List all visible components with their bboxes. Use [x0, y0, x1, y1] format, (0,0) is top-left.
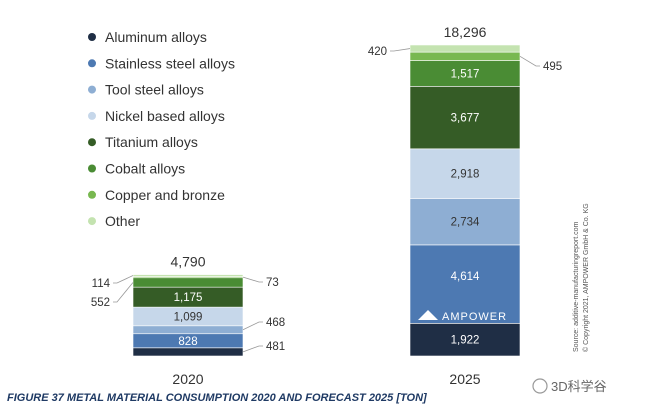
- callout-line-2020-other: [113, 275, 134, 284]
- watermark: 3D科学谷: [532, 378, 607, 394]
- total-label-2020: 4,790: [170, 254, 205, 270]
- callout-line-2025-other: [390, 48, 411, 52]
- value-label-2025-cobalt-alloys: 1,517: [451, 68, 480, 80]
- legend-marker-other: [88, 217, 96, 226]
- value-label-2020-titanium-alloys: 1,175: [174, 292, 203, 304]
- ampower-logo-icon: [418, 310, 438, 320]
- value-label-2025-stainless-steel-alloys: 4,614: [451, 271, 480, 283]
- watermark-icon: [532, 378, 548, 394]
- total-label-2025: 18,296: [444, 24, 487, 40]
- legend-marker-aluminum-alloys: [88, 33, 96, 41]
- value-label-2020-aluminum-alloys: 481: [266, 341, 285, 353]
- legend-label-tool-steel-alloys: Tool steel alloys: [105, 82, 204, 98]
- callout-line-2020-aluminum-alloys: [242, 345, 263, 353]
- copyright-note: © Copyright 2021, AMPOWER GmbH & Co. KG: [582, 203, 590, 352]
- labels: 2020 4,790 481 828 468 1,099 1,175 552 73 114 2025…: [91, 24, 562, 387]
- watermark-text: 3D科学谷: [551, 379, 607, 394]
- legend: Aluminum alloys Stainless steel alloys Too…: [88, 29, 235, 229]
- bar-segment-2025-titanium-alloys: [409, 86, 521, 150]
- bar-segment-2020-other: [132, 274, 244, 277]
- legend-marker-stainless-steel-alloys: [88, 59, 96, 68]
- value-label-2020-other: 114: [92, 278, 111, 290]
- figure-caption: FIGURE 37 METAL MATERIAL CONSUMPTION 202…: [7, 392, 427, 404]
- bars: [132, 44, 521, 357]
- legend-label-stainless-steel-alloys: Stainless steel alloys: [105, 55, 235, 71]
- bar-segment-2025-nickel-based-alloys: [409, 148, 521, 199]
- source-note: Source: additive-manufacturingreport.com: [573, 221, 580, 352]
- bar-segment-2025-other: [409, 44, 521, 53]
- callout-line-2020-cobalt-alloys: [113, 282, 134, 303]
- callout-line-2025-copper-and-bronze: [519, 55, 540, 67]
- legend-label-copper-and-bronze: Copper and bronze: [105, 187, 225, 203]
- value-label-2020-cobalt-alloys: 552: [91, 297, 110, 309]
- value-label-2025-copper-and-bronze: 495: [543, 61, 562, 73]
- bar-segment-2025-cobalt-alloys: [409, 60, 521, 87]
- legend-label-aluminum-alloys: Aluminum alloys: [105, 29, 207, 45]
- bar-segment-2020-tool-steel-alloys: [132, 325, 244, 335]
- value-label-2020-nickel-based-alloys: 1,099: [174, 311, 203, 323]
- legend-label-cobalt-alloys: Cobalt alloys: [105, 161, 185, 177]
- callout-line-2020-copper-and-bronze: [242, 276, 263, 283]
- value-label-2025-nickel-based-alloys: 2,918: [451, 169, 480, 181]
- value-label-2020-stainless-steel-alloys: 828: [178, 336, 197, 348]
- ampower-logo-text: AMPOWER: [442, 311, 507, 323]
- value-label-2020-tool-steel-alloys: 468: [266, 317, 285, 329]
- value-label-2020-copper-and-bronze: 73: [266, 277, 279, 289]
- category-label-2025: 2025: [449, 371, 480, 387]
- value-label-2025-other: 420: [368, 46, 387, 58]
- legend-marker-titanium-alloys: [88, 138, 96, 147]
- value-label-2025-tool-steel-alloys: 2,734: [451, 217, 480, 229]
- bar-segment-2025-stainless-steel-alloys: [409, 244, 521, 324]
- legend-marker-tool-steel-alloys: [88, 85, 96, 94]
- legend-marker-cobalt-alloys: [88, 164, 96, 173]
- callout-line-2020-tool-steel-alloys: [242, 321, 263, 331]
- legend-label-titanium-alloys: Titanium alloys: [105, 134, 198, 150]
- bar-segment-2025-aluminum-alloys: [409, 323, 521, 357]
- bar-segment-2020-aluminum-alloys: [132, 347, 244, 357]
- legend-label-other: Other: [105, 213, 140, 229]
- value-label-2025-titanium-alloys: 3,677: [451, 113, 480, 125]
- bar-segment-2025-tool-steel-alloys: [409, 198, 521, 246]
- legend-label-nickel-based-alloys: Nickel based alloys: [105, 108, 225, 124]
- ampower-logo: AMPOWER: [418, 310, 507, 323]
- value-label-2025-aluminum-alloys: 1,922: [451, 335, 480, 347]
- bar-segment-2020-cobalt-alloys: [132, 277, 244, 288]
- legend-marker-nickel-based-alloys: [88, 111, 96, 120]
- bar-segment-2025-copper-and-bronze: [409, 51, 521, 61]
- category-label-2020: 2020: [172, 371, 203, 387]
- legend-marker-copper-and-bronze: [88, 190, 96, 199]
